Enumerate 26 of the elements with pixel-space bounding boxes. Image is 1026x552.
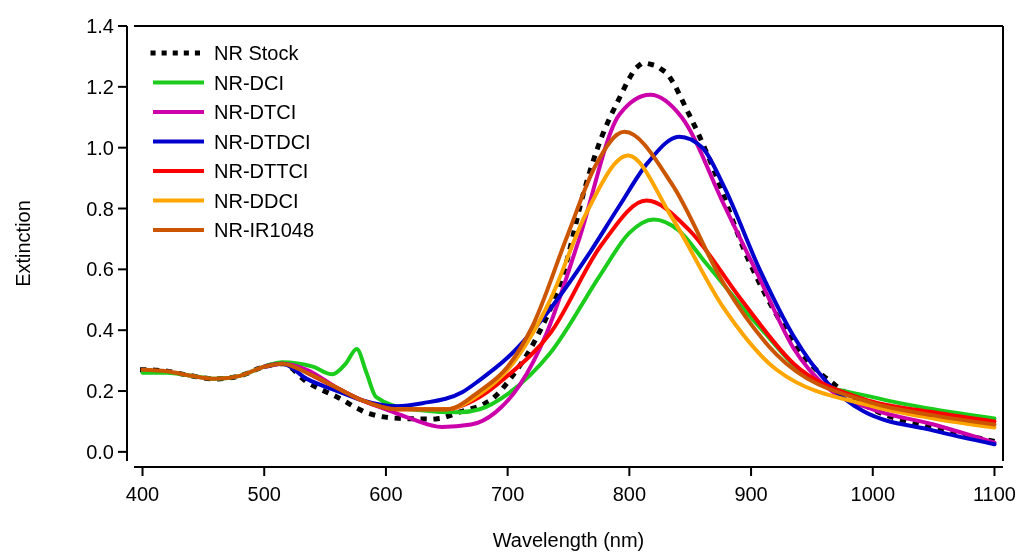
y-axis-title: Extinction <box>12 200 34 287</box>
y-tick-label: 1.0 <box>86 136 114 159</box>
x-tick-label: 500 <box>247 483 281 505</box>
x-axis-title: Wavelength (nm) <box>492 529 645 551</box>
y-tick-label: 0.4 <box>86 319 114 342</box>
x-tick-label: 1000 <box>850 483 896 505</box>
y-tick-label: 0.2 <box>86 380 114 403</box>
x-tick-label: 1100 <box>972 483 1016 505</box>
x-tick-label: 700 <box>490 483 525 505</box>
legend-label: NR-DCI <box>214 71 284 94</box>
x-tick-label: 400 <box>125 483 160 505</box>
y-tick-label: 0.6 <box>86 258 114 281</box>
x-tick-label: 600 <box>369 483 403 505</box>
y-tick-label: 0.0 <box>86 440 114 463</box>
y-tick-label: 0.8 <box>86 197 114 220</box>
legend-label: NR-DTCI <box>214 101 297 123</box>
legend-label: NR-IR1048 <box>214 219 315 241</box>
x-tick-label: 800 <box>612 483 647 505</box>
legend-label: NR-DTDCI <box>214 130 311 153</box>
line-series <box>140 129 997 427</box>
x-tick-label: 900 <box>734 483 768 505</box>
y-tick-label: 1.2 <box>86 75 114 98</box>
legend-label: NR Stock <box>214 42 300 64</box>
legend-label: NR-DDCI <box>214 189 299 212</box>
legend-label: NR-DTTCI <box>214 160 309 182</box>
y-tick-label: 1.4 <box>86 15 114 37</box>
